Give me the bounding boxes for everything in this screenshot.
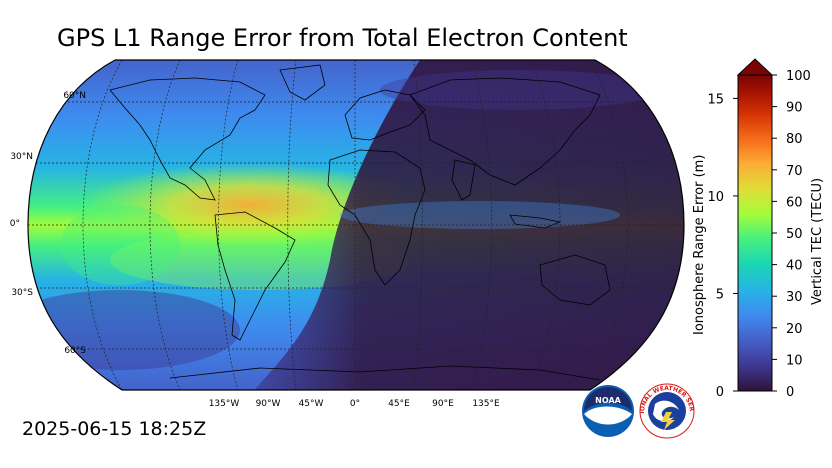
- lon-label: 90°W: [256, 399, 281, 409]
- lon-label: 135°E: [472, 399, 500, 409]
- lon-label: 0°: [350, 399, 360, 409]
- europe-outline: [344, 89, 426, 141]
- colorbar-left-tick-label: 10: [707, 190, 724, 205]
- colorbar-extend-triangle: [736, 58, 774, 76]
- longitude-labels: 135°W 90°W 45°W 0° 45°E 90°E 135°E: [209, 399, 500, 409]
- colorbar-left-label: Ionosphere Range Error (m): [692, 154, 707, 335]
- noaa-logo: NOAA: [582, 385, 634, 437]
- nws-logo-inner: [648, 392, 686, 430]
- colorbar-right-tick-label: 70: [786, 164, 803, 179]
- noaa-bird-shape: [584, 406, 632, 425]
- graticule: [28, 60, 684, 390]
- nws-cloud-icon: [653, 400, 679, 422]
- colorbar-right-tick-label: 60: [786, 195, 803, 210]
- colorbar-right-tick-label: 30: [786, 290, 803, 305]
- noaa-logo-text: NOAA: [595, 396, 621, 405]
- lon-label: 90°E: [432, 399, 454, 409]
- colorbar-left-ticks: 15 10 5 0: [707, 92, 738, 400]
- antarctica-outline: [169, 365, 601, 381]
- night-region: [250, 60, 684, 390]
- colorbar-right-tick-label: 10: [786, 353, 803, 368]
- lightning-icon: [661, 412, 675, 430]
- india-outline: [451, 159, 476, 201]
- lat-label: 60°N: [63, 91, 86, 101]
- latitude-labels: 60°N 30°N 0° 30°S 60°S: [10, 91, 87, 356]
- colorbar-left-tick-label: 0: [716, 385, 724, 400]
- colorbar-left-tick-label: 5: [716, 287, 724, 302]
- colorbar-gradient: [737, 74, 773, 392]
- lat-label: 30°N: [10, 152, 33, 162]
- south-america-outline: [214, 211, 296, 341]
- colorbar-right-label: Vertical TEC (TECU): [810, 177, 825, 305]
- lon-label: 45°E: [388, 399, 410, 409]
- north-america-outline: [109, 77, 266, 201]
- coastlines: [109, 64, 611, 381]
- greenland-outline: [279, 64, 326, 101]
- colorbar-right-tick-label: 0: [786, 385, 794, 400]
- colorbar-right-tick-label: 50: [786, 227, 803, 242]
- lon-label: 45°W: [299, 399, 324, 409]
- colorbar-right-tick-label: 40: [786, 259, 803, 274]
- australia-outline: [539, 254, 611, 306]
- lon-label: 135°W: [209, 399, 240, 409]
- map-title: GPS L1 Range Error from Total Electron C…: [57, 24, 628, 52]
- lat-label: 0°: [10, 219, 20, 229]
- lat-label: 60°S: [64, 346, 86, 356]
- colorbar-right-tick-label: 20: [786, 322, 803, 337]
- colorbar-right-tick-label: 90: [786, 101, 803, 116]
- colorbar-left-tick-label: 15: [707, 92, 724, 107]
- africa-outline: [327, 149, 426, 286]
- lat-label: 30°S: [11, 288, 33, 298]
- colorbar-right-tick-label: 100: [786, 69, 811, 84]
- asia-outline: [409, 77, 601, 186]
- timestamp: 2025-06-15 18:25Z: [22, 418, 207, 440]
- colorbar-right-tick-label: 80: [786, 132, 803, 147]
